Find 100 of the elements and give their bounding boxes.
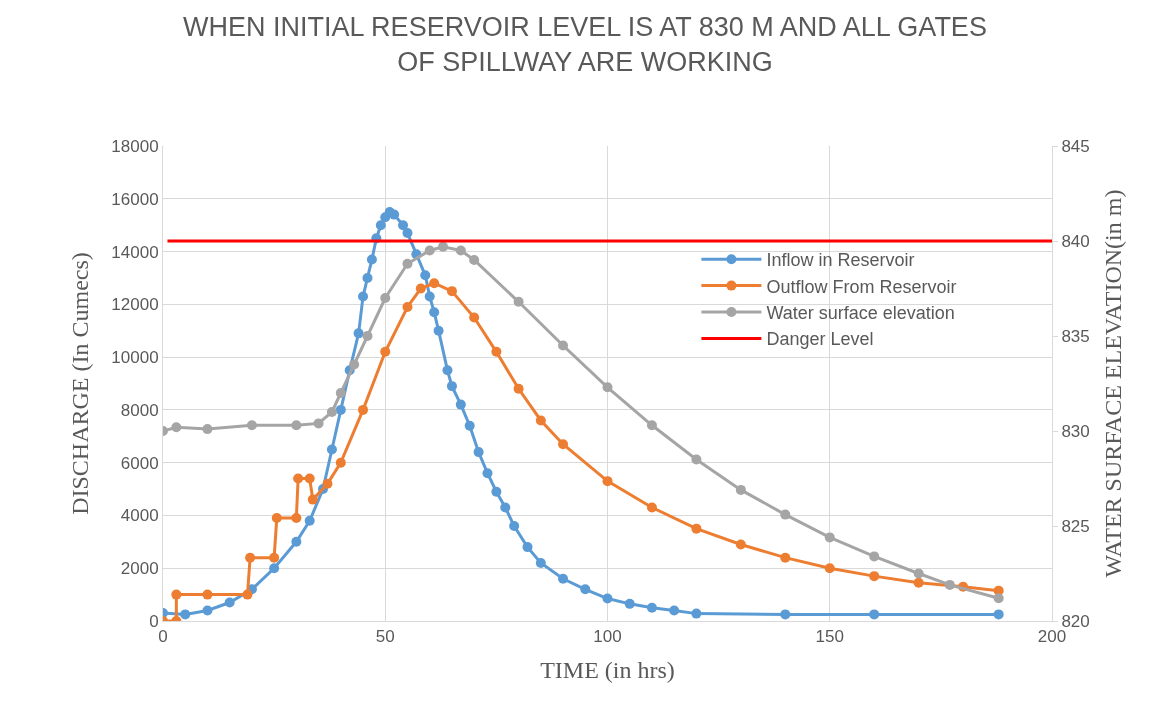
- point: [513, 383, 524, 394]
- y-tick-label: 0: [149, 611, 159, 631]
- point: [442, 365, 453, 376]
- point: [669, 605, 680, 616]
- point: [691, 608, 702, 619]
- point: [535, 415, 546, 426]
- point: [171, 422, 182, 433]
- point: [245, 552, 256, 563]
- y-tick-label: 6000: [120, 453, 159, 473]
- point: [326, 407, 337, 417]
- point: [202, 589, 213, 600]
- y2-tick-label: 825: [1061, 516, 1090, 536]
- point: [602, 476, 613, 487]
- point: [375, 220, 386, 231]
- x-tick-label: 100: [593, 627, 622, 647]
- point: [202, 424, 213, 435]
- point: [293, 473, 304, 484]
- point: [424, 291, 435, 302]
- point: [509, 521, 520, 531]
- point: [602, 382, 613, 393]
- point: [402, 258, 413, 269]
- point: [358, 404, 369, 415]
- point: [913, 577, 924, 588]
- point: [271, 513, 282, 524]
- point: [469, 312, 480, 323]
- point: [558, 573, 569, 584]
- point: [602, 593, 613, 604]
- y2-axis-title: WATER SURFACE ELEVATION(in m): [1100, 189, 1127, 578]
- point: [335, 388, 346, 398]
- point: [269, 563, 280, 574]
- point: [455, 399, 466, 410]
- point: [558, 340, 569, 351]
- point: [691, 523, 702, 534]
- point: [398, 220, 409, 231]
- point: [380, 346, 391, 357]
- point: [335, 404, 346, 415]
- point: [171, 589, 182, 600]
- point: [304, 515, 315, 526]
- point: [646, 602, 657, 613]
- point: [535, 557, 546, 568]
- y-tick-label: 10000: [111, 348, 159, 368]
- point: [446, 286, 457, 297]
- point: [291, 536, 302, 547]
- y-tick-label: 18000: [111, 136, 159, 156]
- y-tick-label: 2000: [120, 559, 159, 579]
- point: [335, 457, 346, 468]
- point: [420, 270, 431, 281]
- point: [326, 444, 337, 455]
- point: [780, 509, 791, 520]
- point: [735, 539, 746, 550]
- point: [224, 597, 235, 608]
- point: [780, 609, 791, 620]
- point: [362, 272, 373, 283]
- point: [322, 478, 333, 489]
- y2-tick-label: 830: [1061, 421, 1090, 441]
- point: [358, 291, 369, 302]
- point: [389, 209, 400, 220]
- point: [500, 502, 511, 513]
- point: [307, 494, 318, 505]
- point: [433, 325, 444, 336]
- point: [429, 278, 440, 289]
- point: [349, 359, 360, 370]
- legend-label: Danger Level: [766, 329, 874, 350]
- point: [624, 598, 635, 609]
- point: [438, 241, 449, 252]
- point: [429, 307, 440, 318]
- point: [824, 563, 835, 574]
- x-axis-title: TIME (in hrs): [540, 656, 675, 683]
- point: [464, 420, 475, 431]
- point: [869, 551, 880, 562]
- point: [291, 513, 302, 524]
- point: [242, 589, 253, 600]
- point: [202, 605, 213, 616]
- y-axis-title: DISCHARGE (In Cumecs): [67, 252, 94, 515]
- point: [824, 532, 835, 543]
- point: [993, 593, 1004, 604]
- point: [944, 579, 955, 590]
- chart-title: WHEN INITIAL RESERVOIR LEVEL IS AT 830 M AND ALL GATES OF SPILLWAY ARE WORKING: [183, 12, 987, 78]
- point: [513, 296, 524, 307]
- y-tick-label: 12000: [111, 295, 159, 315]
- point: [380, 293, 391, 303]
- point: [180, 609, 191, 620]
- point: [482, 468, 493, 479]
- x-tick-label: 150: [815, 627, 844, 647]
- point: [646, 502, 657, 513]
- point: [366, 254, 377, 265]
- point: [291, 420, 302, 431]
- point: [353, 328, 364, 339]
- y-tick-label: 4000: [120, 506, 159, 526]
- point: [402, 228, 413, 239]
- point: [446, 381, 457, 392]
- point: [691, 454, 702, 465]
- point: [304, 473, 315, 484]
- point: [362, 331, 373, 341]
- point: [735, 484, 746, 495]
- point: [473, 447, 484, 458]
- y2-tick-label: 845: [1061, 136, 1090, 156]
- point: [491, 346, 502, 357]
- point: [646, 420, 657, 431]
- point: [993, 609, 1004, 620]
